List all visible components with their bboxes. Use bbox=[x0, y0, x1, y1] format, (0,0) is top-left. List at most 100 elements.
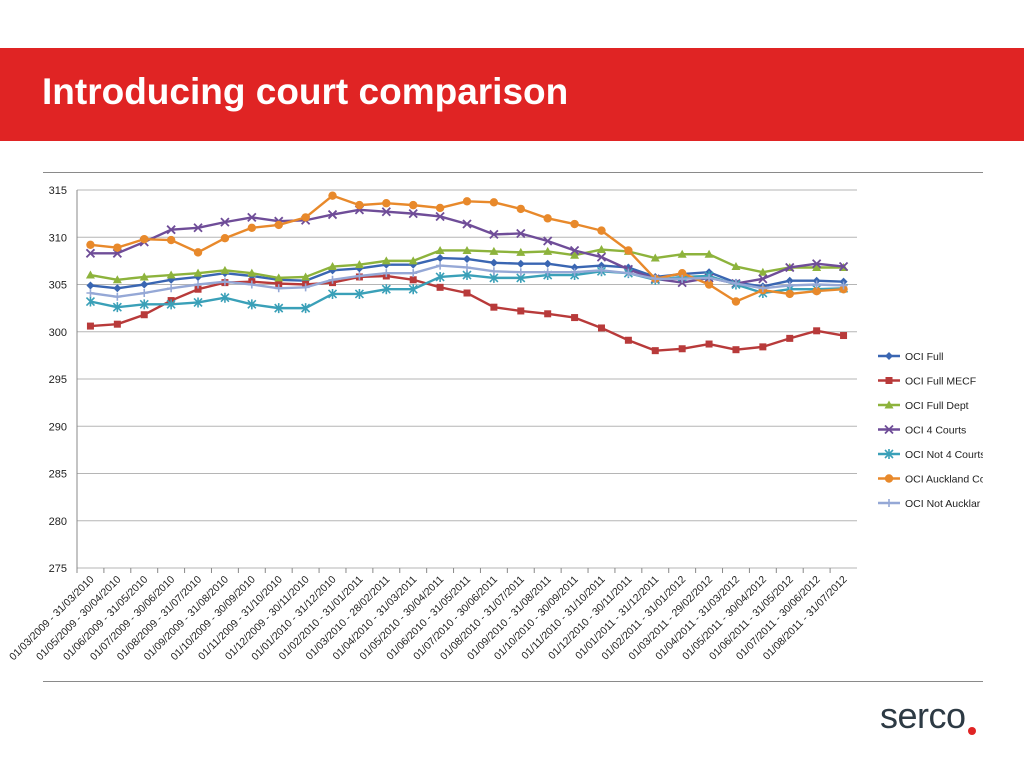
data-point bbox=[301, 283, 310, 292]
y-axis-ticks: 275 280 285 290 295 300 305 310 315 bbox=[49, 185, 67, 575]
data-point bbox=[543, 214, 552, 223]
y-tick-label: 275 bbox=[49, 563, 67, 575]
data-point bbox=[247, 223, 257, 232]
data-point bbox=[409, 276, 417, 284]
data-point bbox=[489, 258, 498, 267]
data-point bbox=[355, 271, 364, 280]
serco-logo-text: serco bbox=[880, 698, 966, 736]
data-point bbox=[516, 204, 525, 214]
data-point bbox=[624, 246, 633, 255]
data-point bbox=[732, 346, 740, 354]
data-point bbox=[193, 268, 203, 277]
data-point bbox=[193, 248, 203, 257]
data-point bbox=[489, 229, 499, 240]
data-point bbox=[328, 275, 337, 284]
data-point bbox=[86, 240, 95, 250]
data-point bbox=[167, 284, 176, 293]
data-point bbox=[355, 200, 364, 210]
data-point bbox=[140, 234, 149, 244]
data-point bbox=[812, 259, 822, 269]
data-point bbox=[758, 267, 768, 276]
data-point bbox=[113, 243, 122, 252]
data-point bbox=[885, 352, 893, 360]
y-tick-label: 310 bbox=[49, 232, 67, 244]
data-point bbox=[408, 284, 418, 295]
data-point bbox=[193, 297, 203, 308]
series-3 bbox=[85, 205, 849, 289]
data-point bbox=[705, 273, 714, 282]
data-point bbox=[596, 252, 607, 262]
data-point bbox=[884, 449, 894, 459]
data-point bbox=[275, 280, 283, 288]
data-point bbox=[651, 274, 660, 283]
legend-entry: OCI Full MECF bbox=[878, 376, 976, 388]
data-point bbox=[543, 268, 552, 277]
data-point bbox=[624, 336, 632, 344]
data-point bbox=[408, 208, 418, 219]
data-point bbox=[570, 263, 579, 272]
data-point bbox=[220, 217, 230, 227]
data-point bbox=[436, 261, 445, 270]
data-point bbox=[140, 311, 148, 319]
data-point bbox=[85, 248, 96, 258]
data-point bbox=[489, 246, 499, 255]
legend-entry: OCI 4 Courts bbox=[878, 425, 966, 437]
data-point bbox=[381, 284, 391, 295]
y-tick-label: 280 bbox=[49, 516, 67, 528]
data-point bbox=[543, 246, 553, 255]
y-tick-label: 295 bbox=[49, 374, 67, 386]
data-point bbox=[220, 277, 229, 286]
data-point bbox=[677, 268, 687, 278]
data-point bbox=[436, 283, 444, 291]
data-point bbox=[247, 280, 256, 289]
data-point bbox=[812, 280, 821, 289]
data-point bbox=[813, 327, 821, 335]
data-point bbox=[327, 288, 338, 299]
data-point bbox=[112, 302, 122, 313]
data-point bbox=[166, 299, 176, 310]
data-point bbox=[597, 324, 605, 332]
data-point bbox=[462, 245, 472, 254]
data-point bbox=[785, 276, 794, 285]
data-point bbox=[516, 247, 526, 256]
data-point bbox=[139, 299, 149, 310]
data-point bbox=[490, 303, 498, 311]
data-point bbox=[517, 307, 525, 315]
data-point bbox=[112, 275, 122, 284]
legend-entry: OCI Full bbox=[878, 351, 944, 363]
series-line bbox=[90, 274, 844, 352]
data-point bbox=[435, 245, 445, 254]
data-point bbox=[220, 265, 230, 274]
data-point bbox=[677, 249, 687, 258]
data-point bbox=[840, 332, 848, 340]
data-point bbox=[194, 280, 203, 289]
data-point bbox=[884, 424, 894, 435]
data-point bbox=[543, 236, 553, 246]
data-point bbox=[462, 197, 472, 206]
data-point bbox=[86, 322, 94, 330]
legend-label: OCI Auckland Co bbox=[905, 474, 986, 486]
data-point bbox=[759, 343, 767, 351]
data-point bbox=[884, 474, 894, 483]
data-point bbox=[785, 289, 794, 299]
data-point bbox=[570, 268, 579, 277]
data-point bbox=[382, 269, 391, 278]
data-point bbox=[678, 274, 687, 283]
data-point bbox=[247, 212, 257, 223]
data-point bbox=[884, 400, 894, 409]
data-point bbox=[381, 256, 391, 265]
data-point bbox=[786, 334, 794, 342]
data-point bbox=[489, 198, 499, 207]
data-point bbox=[85, 296, 96, 307]
data-point bbox=[113, 320, 121, 328]
data-point bbox=[838, 261, 849, 272]
data-point bbox=[885, 499, 893, 507]
data-point bbox=[705, 340, 713, 348]
data-point bbox=[812, 286, 821, 296]
data-point bbox=[570, 219, 579, 229]
data-point bbox=[382, 199, 391, 208]
data-point bbox=[544, 310, 552, 318]
data-point bbox=[381, 207, 391, 217]
data-point bbox=[570, 250, 580, 259]
